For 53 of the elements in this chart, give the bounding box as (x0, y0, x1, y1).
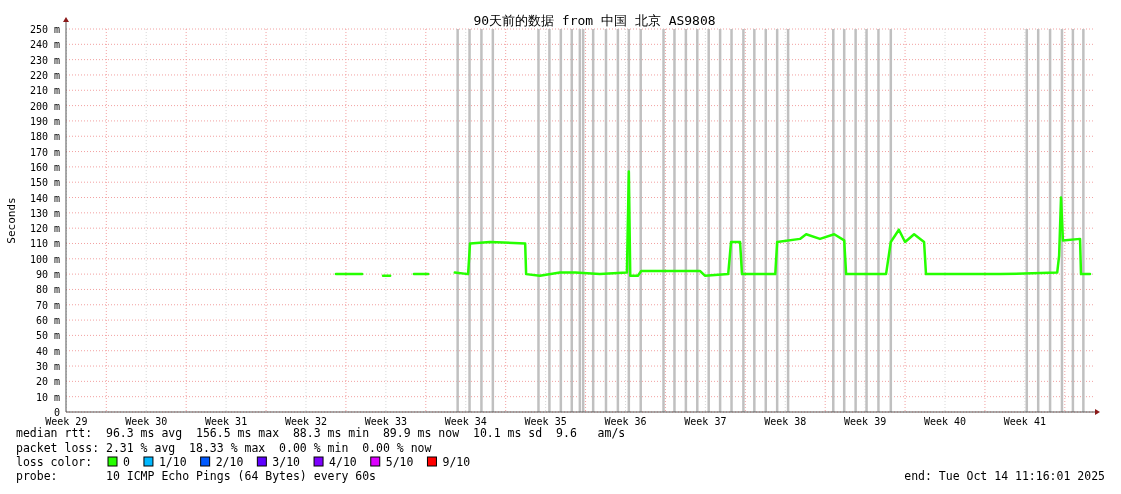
text: median rtt: 96.3 ms avg 156.5 ms max 88.3 ms min 89.9 ms now 10.1 ms sd 9.6 am/s (16, 426, 626, 440)
x-tick-label: Week 40 (923, 416, 967, 427)
x-tick-label: Week 35 (524, 416, 567, 427)
chart-title: 90天前的数据 from 中国 北京 AS9808 (473, 13, 716, 28)
x-tick-label: Week 38 (764, 416, 807, 427)
y-tick-label: 230 m (29, 54, 60, 66)
y-tick-label: 60 m (35, 315, 60, 327)
x-tick-label: Week 34 (444, 416, 487, 427)
y-tick-label: 70 m (35, 299, 60, 311)
legend-title: loss color: (16, 455, 93, 469)
y-tick-label: 120 m (29, 223, 60, 235)
y-tick-label: 190 m (29, 115, 60, 127)
y-tick-label: 200 m (29, 100, 60, 112)
y-tick-label: 90 m (35, 269, 60, 281)
legend-label: 1/10 (158, 455, 187, 469)
x-tick-label: Week 30 (125, 416, 168, 427)
y-axis-title: Seconds (5, 197, 18, 244)
y-tick-label: 170 m (29, 146, 60, 158)
x-tick-label: Week 36 (604, 416, 647, 427)
y-tick-label: 30 m (35, 361, 60, 373)
legend-label: 4/10 (329, 455, 357, 469)
y-tick-label: 240 m (29, 39, 60, 51)
x-tick-label: Week 31 (205, 416, 248, 427)
legend-label: 3/10 (272, 455, 301, 469)
y-tick-label: 40 m (35, 345, 60, 357)
legend-label: 9/10 (442, 455, 471, 469)
y-tick-label: 160 m (29, 161, 60, 173)
legend-label: 0 (123, 455, 130, 469)
y-tick-label: 50 m (35, 330, 60, 342)
text: packet loss: 2.31 % avg 18.33 % max 0.00 % min 0.00 % now (16, 441, 432, 455)
y-tick-label: 150 m (29, 177, 60, 189)
y-tick-label: 80 m (35, 284, 60, 296)
y-tick-label: 180 m (29, 131, 60, 143)
x-tick-label: Week 33 (364, 416, 407, 427)
y-tick-label: 140 m (29, 192, 60, 204)
y-tick-label: 20 m (35, 376, 60, 388)
y-tick-label: 250 m (29, 24, 60, 35)
x-tick-label: Week 39 (844, 416, 887, 427)
legend-label: 5/10 (385, 455, 414, 469)
y-tick-label: 100 m (29, 253, 60, 265)
text: probe: 10 ICMP Echo Pings (64 Bytes) every 60s (16, 469, 377, 483)
y-tick-label: 220 m (29, 69, 60, 81)
x-tick-label: Week 29 (45, 416, 88, 427)
y-tick-label: 130 m (29, 207, 60, 219)
y-tick-label: 10 m (35, 391, 60, 403)
y-tick-label: 0 (53, 407, 60, 418)
x-tick-label: Week 32 (284, 416, 328, 427)
text: end: Tue Oct 14 11:16:01 2025 (904, 469, 1105, 483)
legend-label: 2/10 (215, 455, 244, 469)
x-tick-label: Week 41 (1003, 416, 1046, 427)
y-tick-label: 110 m (29, 238, 60, 250)
y-tick-label: 210 m (29, 85, 60, 97)
x-tick-label: Week 37 (684, 416, 727, 427)
